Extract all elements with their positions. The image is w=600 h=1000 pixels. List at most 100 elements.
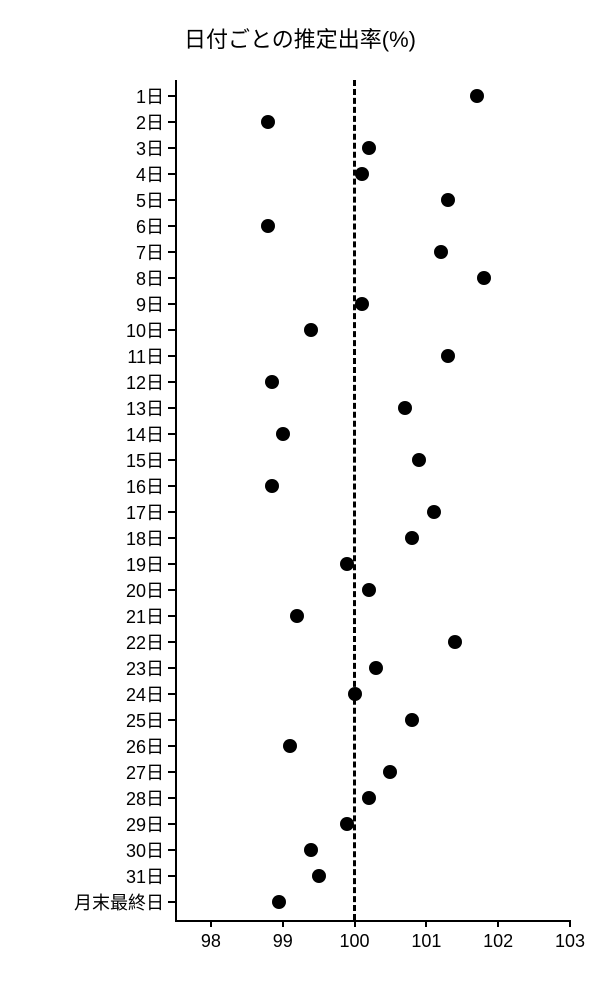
y-tick-label: 16日 <box>126 473 164 499</box>
y-tick-label: 5日 <box>136 187 164 213</box>
data-point <box>477 271 491 285</box>
data-point <box>304 323 318 337</box>
y-tick <box>168 771 175 773</box>
y-tick-label: 17日 <box>126 499 164 525</box>
y-tick <box>168 199 175 201</box>
y-tick-label: 12日 <box>126 369 164 395</box>
y-tick <box>168 173 175 175</box>
birth-rate-by-date-chart: 日付ごとの推定出率(%) 1日2日3日4日5日6日7日8日9日10日11日12日… <box>0 0 600 1000</box>
y-tick-label: 20日 <box>126 577 164 603</box>
y-tick <box>168 745 175 747</box>
y-tick-label: 22日 <box>126 629 164 655</box>
y-tick-label: 4日 <box>136 161 164 187</box>
data-point <box>470 89 484 103</box>
x-tick <box>210 920 212 927</box>
y-tick-label: 27日 <box>126 759 164 785</box>
data-point <box>398 401 412 415</box>
data-point <box>448 635 462 649</box>
chart-title: 日付ごとの推定出率(%) <box>0 22 600 54</box>
y-tick-label: 10日 <box>126 317 164 343</box>
y-tick <box>168 381 175 383</box>
data-point <box>383 765 397 779</box>
y-tick <box>168 589 175 591</box>
y-tick-label: 14日 <box>126 421 164 447</box>
data-point <box>362 791 376 805</box>
y-axis <box>175 80 177 920</box>
y-tick <box>168 901 175 903</box>
x-tick-label: 101 <box>411 931 441 952</box>
y-tick <box>168 225 175 227</box>
data-point <box>441 193 455 207</box>
y-tick-label: 1日 <box>136 83 164 109</box>
y-tick <box>168 537 175 539</box>
y-tick <box>168 251 175 253</box>
plot-area <box>175 80 570 920</box>
data-point <box>340 817 354 831</box>
data-point <box>434 245 448 259</box>
x-tick-label: 102 <box>483 931 513 952</box>
y-tick-label: 月末最終日 <box>74 889 164 915</box>
x-axis <box>175 920 570 922</box>
x-tick <box>425 920 427 927</box>
data-point <box>348 687 362 701</box>
data-point <box>261 115 275 129</box>
data-point <box>355 167 369 181</box>
y-tick <box>168 875 175 877</box>
y-tick-label: 18日 <box>126 525 164 551</box>
y-tick <box>168 485 175 487</box>
y-tick <box>168 693 175 695</box>
y-tick <box>168 823 175 825</box>
y-tick <box>168 667 175 669</box>
y-tick-label: 21日 <box>126 603 164 629</box>
y-tick <box>168 719 175 721</box>
data-point <box>369 661 383 675</box>
data-point <box>441 349 455 363</box>
data-point <box>283 739 297 753</box>
data-point <box>265 375 279 389</box>
x-tick-label: 100 <box>340 931 370 952</box>
y-tick-label: 19日 <box>126 551 164 577</box>
y-tick <box>168 121 175 123</box>
data-point <box>261 219 275 233</box>
data-point <box>272 895 286 909</box>
data-point <box>304 843 318 857</box>
x-tick <box>569 920 571 927</box>
y-tick-label: 24日 <box>126 681 164 707</box>
y-tick-label: 2日 <box>136 109 164 135</box>
y-tick <box>168 407 175 409</box>
y-tick <box>168 95 175 97</box>
y-tick <box>168 459 175 461</box>
y-tick <box>168 329 175 331</box>
y-tick <box>168 433 175 435</box>
y-tick <box>168 615 175 617</box>
data-point <box>312 869 326 883</box>
y-tick-label: 15日 <box>126 447 164 473</box>
y-tick-label: 31日 <box>126 863 164 889</box>
y-tick <box>168 355 175 357</box>
data-point <box>362 583 376 597</box>
reference-line <box>353 80 356 920</box>
data-point <box>355 297 369 311</box>
data-point <box>290 609 304 623</box>
y-tick-label: 23日 <box>126 655 164 681</box>
data-point <box>276 427 290 441</box>
y-tick-label: 7日 <box>136 239 164 265</box>
data-point <box>405 713 419 727</box>
y-tick-label: 30日 <box>126 837 164 863</box>
y-tick-label: 13日 <box>126 395 164 421</box>
x-tick-label: 103 <box>555 931 585 952</box>
data-point <box>265 479 279 493</box>
data-point <box>427 505 441 519</box>
x-tick-label: 98 <box>201 931 221 952</box>
data-point <box>362 141 376 155</box>
y-tick-label: 11日 <box>127 343 164 369</box>
y-tick-label: 9日 <box>136 291 164 317</box>
y-tick-label: 28日 <box>126 785 164 811</box>
y-tick <box>168 147 175 149</box>
y-tick <box>168 563 175 565</box>
y-tick-label: 3日 <box>136 135 164 161</box>
data-point <box>405 531 419 545</box>
y-tick-label: 29日 <box>126 811 164 837</box>
y-tick-label: 26日 <box>126 733 164 759</box>
y-tick-label: 8日 <box>136 265 164 291</box>
